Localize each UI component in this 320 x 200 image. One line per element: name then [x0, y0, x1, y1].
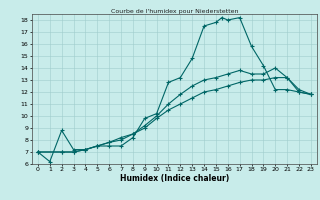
X-axis label: Humidex (Indice chaleur): Humidex (Indice chaleur): [120, 174, 229, 183]
Title: Courbe de l'humidex pour Niederstetten: Courbe de l'humidex pour Niederstetten: [111, 9, 238, 14]
